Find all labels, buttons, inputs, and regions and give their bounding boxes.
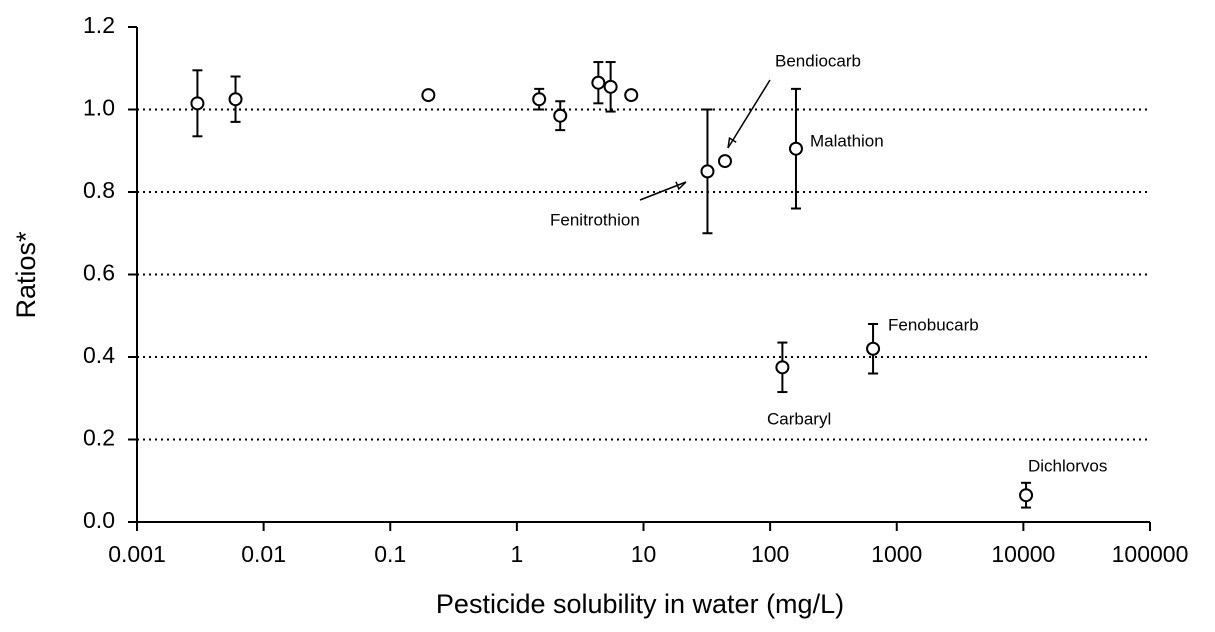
x-tick-label: 1000 [871,541,922,567]
x-tick-label: 100000 [1112,541,1189,567]
marker [624,88,639,103]
annotation: Dichlorvos [1028,456,1107,475]
x-tick-label: 0.001 [108,541,166,567]
arrow-head [727,136,737,149]
marker [591,75,606,90]
marker [190,96,205,111]
x-tick-label: 0.01 [241,541,286,567]
y-tick-label: 0.2 [83,425,115,451]
marker [1019,488,1034,503]
annotation: Fenitrothion [550,210,640,229]
x-tick-label: 1 [510,541,523,567]
arrow-head [675,181,687,191]
marker [603,79,618,94]
y-tick-label: 0.4 [83,342,115,368]
annotation: Bendiocarb [775,51,861,70]
y-tick-label: 0.6 [83,260,115,286]
y-axis-title: Ratios* [11,231,41,319]
marker [866,341,881,356]
marker [421,88,436,103]
y-tick-label: 0.8 [83,177,115,203]
annotation-arrow [639,181,687,201]
annotation: Malathion [810,131,884,150]
y-tick-label: 1.0 [83,95,115,121]
marker [788,141,803,156]
x-tick-label: 100 [751,541,789,567]
marker [228,92,243,107]
y-tick-label: 0.0 [83,507,115,533]
marker [775,360,790,375]
x-axis-title: Pesticide solubility in water (mg/L) [436,589,844,619]
marker [717,154,732,169]
y-tick-label: 1.2 [83,12,115,38]
x-tick-label: 10 [631,541,657,567]
annotation: Carbaryl [767,409,831,428]
x-tick-label: 0.1 [374,541,406,567]
x-tick-label: 10000 [991,541,1055,567]
annotation: Fenobucarb [888,315,979,334]
marker [532,92,547,107]
annotation-arrow [727,79,771,149]
marker [553,108,568,123]
marker [700,164,715,179]
